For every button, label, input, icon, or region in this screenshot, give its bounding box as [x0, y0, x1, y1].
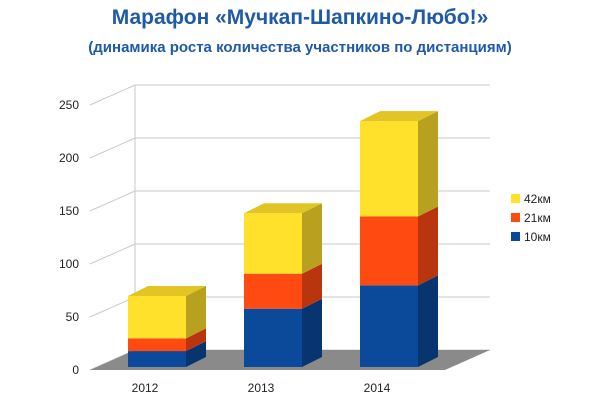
bar-side: [186, 341, 206, 367]
legend-label: 21км: [524, 211, 551, 225]
bar-2014-10км: [360, 275, 438, 367]
bar-front: [128, 338, 186, 352]
bar-side: [418, 111, 438, 217]
x-tick-label: 2014: [364, 381, 391, 395]
gridline-depth: [89, 137, 136, 159]
bar-side: [418, 206, 438, 286]
y-tick-label: 0: [72, 363, 79, 377]
bar-front: [244, 273, 302, 309]
bar-side: [186, 285, 206, 339]
legend-item-10км: 10км: [511, 230, 551, 244]
bar-2013-42км: [244, 203, 322, 274]
legend-label: 10км: [524, 230, 551, 244]
bar-2012-10км: [128, 341, 206, 367]
legend-item-21км: 21км: [511, 211, 551, 225]
legend-swatch: [511, 213, 520, 222]
bar-2013-21км: [244, 263, 322, 309]
bar-side: [418, 275, 438, 367]
bar-front: [360, 216, 418, 286]
bar-side: [186, 328, 206, 352]
bars: [128, 111, 438, 367]
bar-front: [128, 351, 186, 367]
bar-top: [244, 203, 322, 214]
x-tick-label: 2012: [132, 381, 159, 395]
bar-front: [360, 285, 418, 367]
bar-2012-21км: [128, 328, 206, 352]
bar-side: [302, 203, 322, 274]
bar-front: [244, 308, 302, 367]
x-tick-label: 2013: [248, 381, 275, 395]
bar-2013-10км: [244, 298, 322, 367]
y-tick-label: 50: [66, 310, 80, 324]
legend-item-42км: 42км: [511, 192, 551, 206]
gridline-depth: [89, 296, 136, 318]
legend-swatch: [511, 232, 520, 241]
gridline-depth: [89, 243, 136, 265]
chart-subtitle: (динамика роста количества участников по…: [88, 39, 512, 56]
legend: 42км 21км 10км: [511, 192, 551, 244]
bar-2014-21км: [360, 206, 438, 286]
bar-side: [302, 263, 322, 309]
y-tick-label: 150: [59, 204, 79, 218]
bar-top: [360, 111, 438, 122]
bar-front: [244, 213, 302, 274]
legend-swatch: [511, 194, 520, 203]
y-axis-ticks: 0 50 100 150 200 250: [59, 98, 79, 377]
bar-2014-42км: [360, 111, 438, 217]
gridline-depth: [89, 84, 136, 106]
y-tick-label: 200: [59, 151, 79, 165]
chart-title: Марафон «Мучкап-Шапкино-Любо!»: [111, 6, 489, 29]
y-tick-label: 250: [59, 98, 79, 112]
bar-side: [302, 298, 322, 367]
y-tick-label: 100: [59, 257, 79, 271]
bar-top: [128, 285, 206, 296]
bar-2012-42км: [128, 285, 206, 339]
legend-label: 42км: [524, 192, 551, 206]
gridline-depth: [89, 190, 136, 212]
x-axis-ticks: 2012 2013 2014: [132, 381, 391, 395]
bar-front: [360, 121, 418, 217]
bar-front: [128, 295, 186, 339]
